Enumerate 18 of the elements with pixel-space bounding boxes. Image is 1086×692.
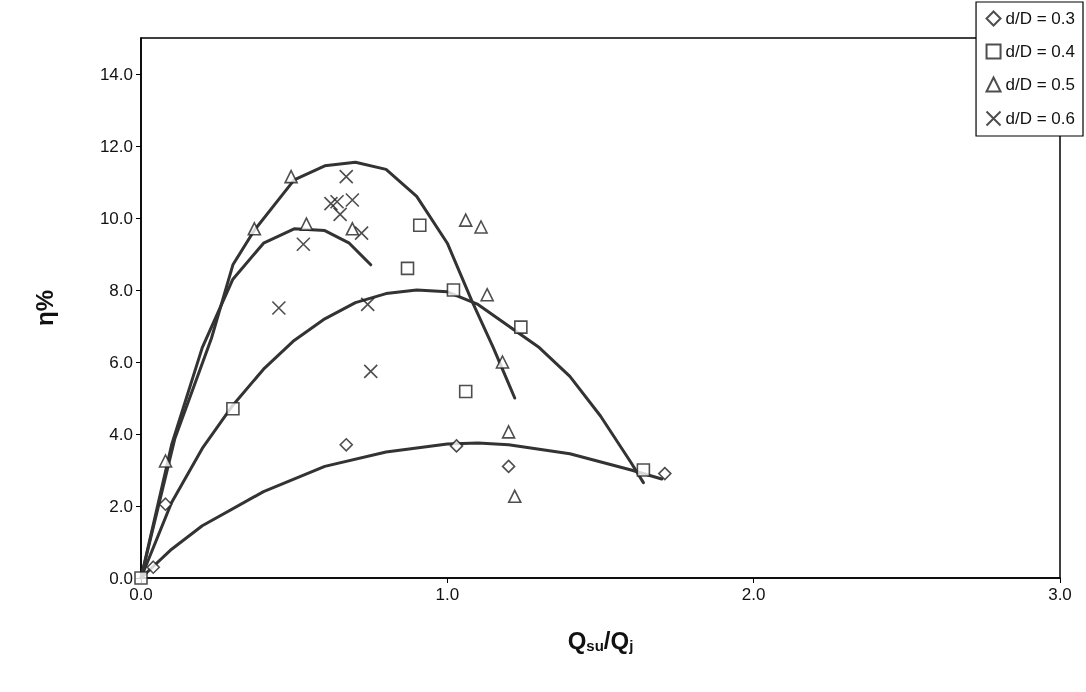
y-tick-label: 12.0 [99,136,133,156]
x-tick-label: 2.0 [741,585,766,604]
x-tick-label: 0.0 [129,585,153,604]
x-tick-label: 3.0 [1048,585,1072,604]
legend-label: d/D = 0.5 [1005,75,1076,94]
legend-label: d/D = 0.3 [1005,9,1076,28]
y-tick-label: 14.0 [99,64,133,84]
y-tick-label: 4.0 [109,424,133,444]
y-tick-label: 0.0 [109,568,133,588]
legend-label: d/D = 0.6 [1005,109,1076,128]
y-tick-label: 6.0 [109,352,133,372]
y-axis-title: η% [30,290,58,326]
x-tick-label: 1.0 [435,585,460,604]
y-tick-label: 8.0 [109,280,133,300]
legend-label: d/D = 0.4 [1005,42,1076,61]
x-axis-title: Qsu/Qj [567,627,634,654]
y-tick-label: 2.0 [109,496,133,516]
y-tick-label: 10.0 [99,208,133,228]
